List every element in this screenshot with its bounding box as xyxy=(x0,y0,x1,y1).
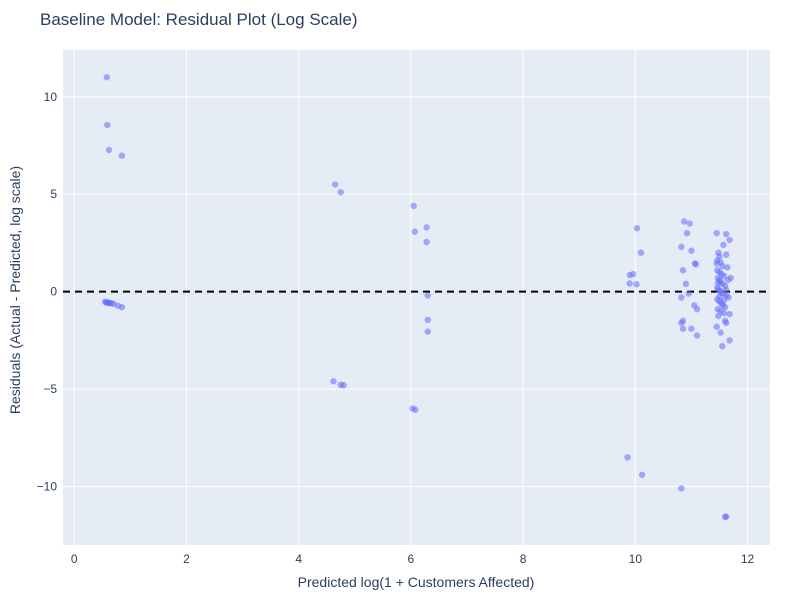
data-point xyxy=(678,294,685,301)
data-point xyxy=(410,202,417,210)
data-point xyxy=(424,316,431,324)
data-point xyxy=(719,343,726,350)
data-point xyxy=(723,319,730,327)
data-point xyxy=(423,224,430,231)
data-point xyxy=(714,279,722,287)
chart-title: Baseline Model: Residual Plot (Log Scale… xyxy=(40,10,358,29)
grid-lines xyxy=(63,50,770,545)
data-point xyxy=(412,406,419,413)
data-point xyxy=(720,297,728,304)
data-point xyxy=(340,381,347,389)
data-point xyxy=(720,241,727,249)
data-point xyxy=(679,325,687,332)
x-tick-label: 10 xyxy=(629,552,643,566)
data-point xyxy=(680,218,688,225)
data-point xyxy=(726,310,733,318)
data-point xyxy=(104,121,111,129)
data-point xyxy=(723,230,730,238)
data-point xyxy=(713,229,720,237)
data-point xyxy=(720,272,728,280)
data-point xyxy=(686,220,693,227)
data-point xyxy=(683,229,691,237)
data-point xyxy=(424,328,431,335)
data-point xyxy=(678,243,685,251)
data-point xyxy=(717,329,724,336)
data-point xyxy=(105,146,113,154)
data-point xyxy=(688,325,695,332)
data-point xyxy=(693,305,701,313)
y-tick-label: 0 xyxy=(50,285,57,299)
data-point xyxy=(688,247,695,254)
data-point xyxy=(624,454,631,461)
data-point xyxy=(411,228,419,235)
y-tick-label: 5 xyxy=(50,187,57,201)
data-point xyxy=(331,181,339,188)
data-point xyxy=(719,263,726,270)
x-tick-label: 6 xyxy=(408,552,415,566)
data-point xyxy=(720,309,728,317)
data-point xyxy=(716,293,723,300)
data-point xyxy=(678,319,685,327)
x-tick-label: 12 xyxy=(741,552,755,566)
data-point xyxy=(724,264,731,271)
data-point xyxy=(713,323,720,330)
data-point xyxy=(637,249,645,256)
data-point xyxy=(423,238,430,246)
x-axis-label: Predicted log(1 + Customers Affected) xyxy=(298,574,535,590)
data-point xyxy=(337,189,344,196)
data-point xyxy=(626,280,633,287)
data-point xyxy=(682,280,690,288)
data-point xyxy=(424,292,431,299)
x-axis-ticks: 0 2 4 6 8 10 12 xyxy=(71,552,755,566)
x-tick-label: 4 xyxy=(295,552,302,566)
scatter-points xyxy=(101,74,734,520)
y-axis-label: Residuals (Actual - Predicted, log scale… xyxy=(7,166,23,414)
data-point xyxy=(629,270,637,278)
data-point xyxy=(118,152,126,159)
data-point xyxy=(103,74,110,81)
data-point xyxy=(633,225,641,232)
y-tick-label: 10 xyxy=(44,90,58,104)
data-point xyxy=(726,337,733,344)
data-point xyxy=(678,485,685,492)
data-point xyxy=(693,332,701,339)
x-tick-label: 8 xyxy=(520,552,527,566)
data-point xyxy=(726,236,733,244)
data-point xyxy=(724,276,732,284)
data-point xyxy=(723,251,730,258)
data-point xyxy=(715,312,722,320)
y-axis-ticks: −10 −5 0 5 10 xyxy=(37,90,58,494)
data-point xyxy=(638,471,646,479)
data-point xyxy=(633,281,640,288)
data-point xyxy=(723,513,730,520)
data-point xyxy=(691,260,699,267)
data-point xyxy=(721,304,729,311)
data-point xyxy=(713,260,720,267)
data-point xyxy=(679,267,687,274)
plot-area xyxy=(63,50,770,545)
data-point xyxy=(118,304,126,311)
data-point xyxy=(685,290,692,297)
data-point xyxy=(723,286,730,293)
data-point xyxy=(330,378,337,385)
x-tick-label: 2 xyxy=(183,552,190,566)
y-tick-label: −10 xyxy=(37,480,58,494)
y-tick-label: −5 xyxy=(43,382,57,396)
x-tick-label: 0 xyxy=(71,552,78,566)
